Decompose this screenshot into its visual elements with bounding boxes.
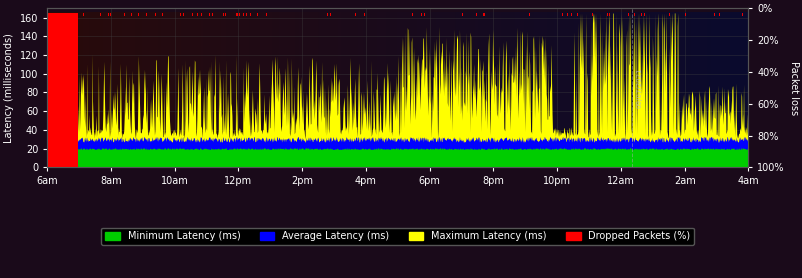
- Y-axis label: Latency (milliseconds): Latency (milliseconds): [4, 33, 14, 143]
- Text: 09/07/2021: 09/07/2021: [636, 68, 642, 108]
- Legend: Minimum Latency (ms), Average Latency (ms), Maximum Latency (ms), Dropped Packet: Minimum Latency (ms), Average Latency (m…: [101, 227, 694, 245]
- Y-axis label: Packet loss: Packet loss: [788, 61, 798, 115]
